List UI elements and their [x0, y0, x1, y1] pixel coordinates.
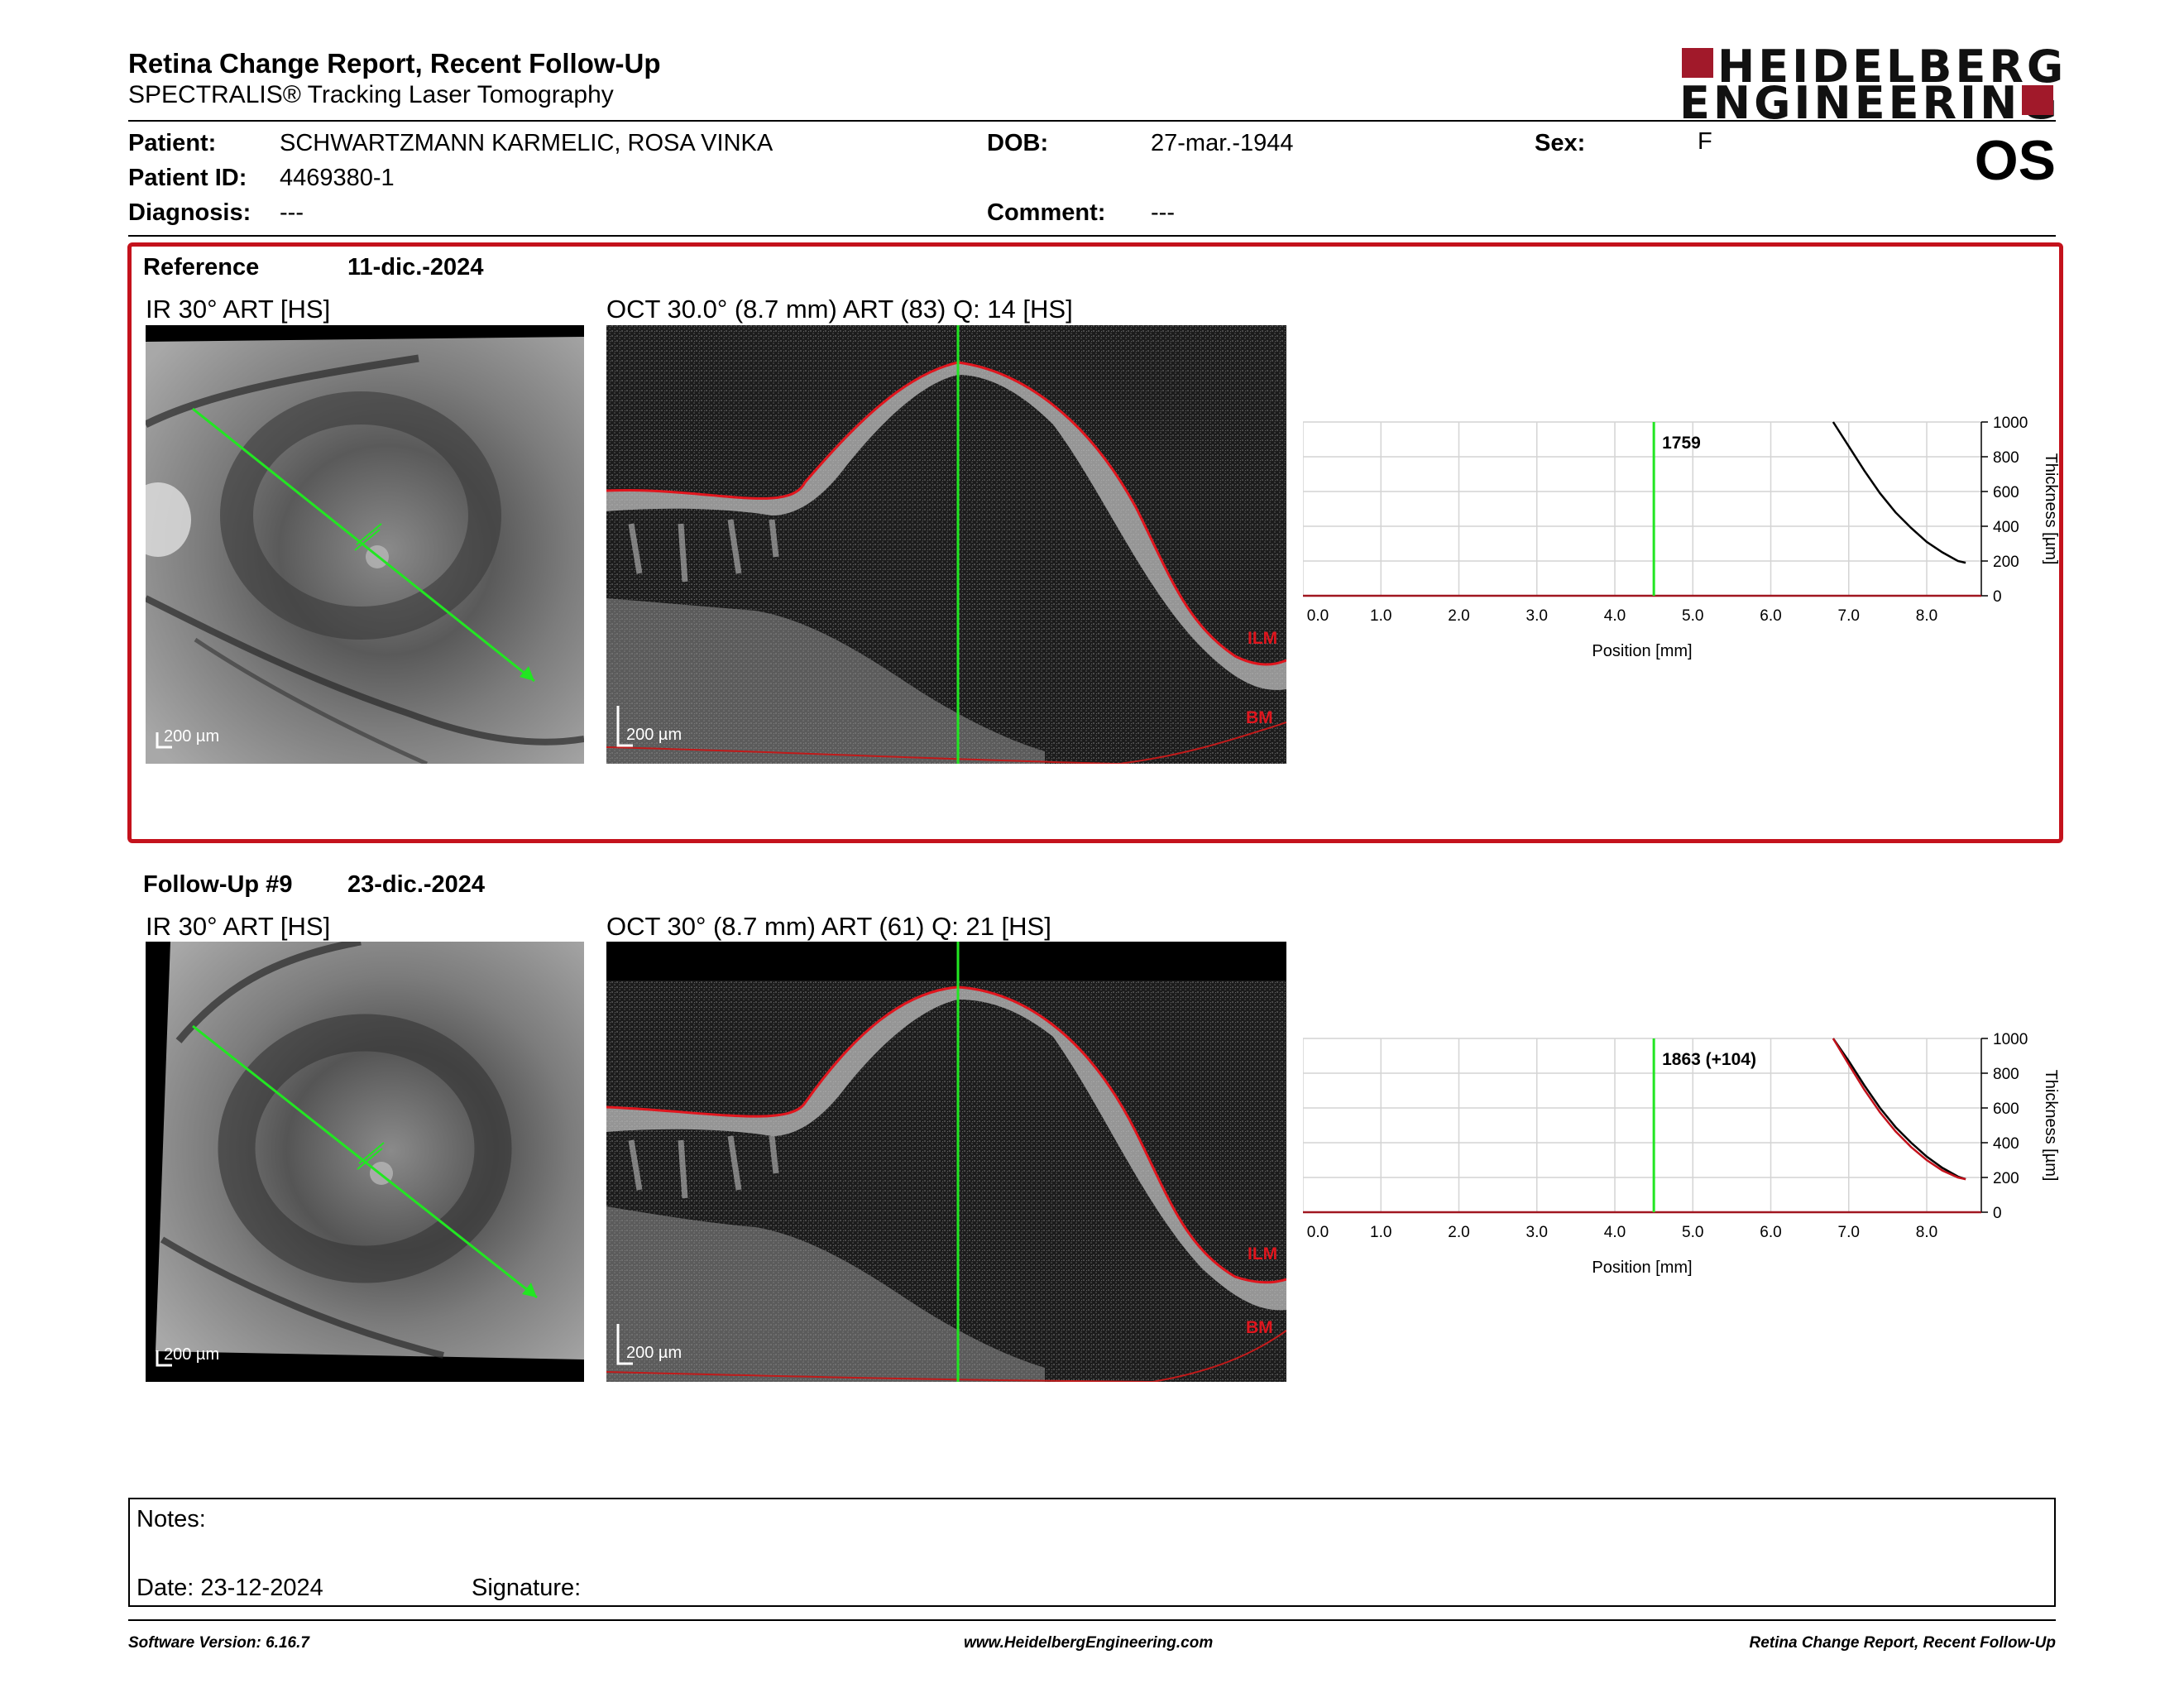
followup-ilm-label: ILM [1248, 1244, 1278, 1264]
x-tick-label: 1.0 [1370, 1224, 1391, 1241]
reference-label: Reference [143, 254, 260, 281]
followup-bm-label: BM [1246, 1318, 1273, 1337]
followup-oct-scale: 200 µm [626, 1344, 682, 1362]
followup-ir-scale: 200 µm [164, 1345, 220, 1364]
cursor-value-label: 1863 (+104) [1662, 1050, 1756, 1069]
x-tick-label: 3.0 [1526, 607, 1548, 625]
y-tick-label: 0 [1993, 1205, 2002, 1222]
comment-value: --- [1151, 199, 1175, 226]
notes-label: Notes: [136, 1506, 206, 1532]
notes-date: Date: 23-12-2024 [136, 1575, 323, 1601]
logo-text-line2: ENGINEERING [1679, 77, 2061, 129]
x-tick-label: 1.0 [1370, 607, 1391, 625]
sex-value: F [1698, 128, 1712, 155]
report-subtitle: SPECTRALIS® Tracking Laser Tomography [128, 81, 614, 108]
eye-laterality: OS [1974, 129, 2056, 192]
footer-divider [128, 1619, 2056, 1621]
y-tick-label: 200 [1993, 554, 2019, 571]
y-axis-title: Thickness [µm] [2042, 1070, 2060, 1182]
followup-oct-title: OCT 30° (8.7 mm) ART (61) Q: 21 [HS] [606, 912, 1051, 941]
x-axis-title: Position [mm] [1592, 1259, 1692, 1277]
y-tick-label: 400 [1993, 1135, 2019, 1153]
patient-label: Patient: [128, 130, 217, 156]
y-tick-label: 400 [1993, 519, 2019, 536]
patient-id-label: Patient ID: [128, 165, 247, 191]
x-tick-label: 5.0 [1682, 1224, 1703, 1241]
footer-website[interactable]: www.HeidelbergEngineering.com [964, 1634, 1214, 1652]
cursor-value-label: 1759 [1662, 434, 1701, 453]
reference-oct-title: OCT 30.0° (8.7 mm) ART (83) Q: 14 [HS] [606, 295, 1073, 324]
reference-ilm-label: ILM [1248, 629, 1278, 648]
header-divider [128, 120, 2056, 122]
thickness-series-line [1832, 1038, 1966, 1181]
thickness-series-line [1832, 421, 1966, 564]
x-tick-label: 7.0 [1838, 1224, 1860, 1241]
dob-label: DOB: [987, 130, 1049, 156]
x-tick-label: 6.0 [1760, 1224, 1781, 1241]
notes-box[interactable]: Notes: Date: 23-12-2024 Signature: [128, 1498, 2056, 1607]
x-tick-label: 2.0 [1448, 607, 1469, 625]
x-tick-label: 7.0 [1838, 607, 1860, 625]
x-tick-label: 8.0 [1916, 1224, 1937, 1241]
x-tick-label: 2.0 [1448, 1224, 1469, 1241]
x-tick-label: 8.0 [1916, 607, 1937, 625]
x-tick-label: 4.0 [1604, 607, 1626, 625]
patient-id-value: 4469380-1 [280, 165, 395, 191]
reference-ir-scale: 200 µm [164, 727, 220, 746]
patient-divider [128, 235, 2056, 237]
dob-value: 27-mar.-1944 [1151, 130, 1294, 156]
sex-label: Sex: [1535, 130, 1586, 156]
reference-ir-image: 200 µm [146, 325, 584, 764]
y-tick-label: 800 [1993, 449, 2019, 467]
diagnosis-value: --- [280, 199, 304, 226]
reference-date: 11-dic.-2024 [347, 254, 484, 281]
x-tick-label: 0.0 [1307, 607, 1329, 625]
followup-ir-image: 200 µm [146, 942, 584, 1382]
reference-thickness-chart: 0.0 1.0 2.0 3.0 4.0 5.0 6.0 7.0 8.0 0 200 400 600 800… [1303, 415, 2060, 660]
x-tick-label: 0.0 [1307, 1224, 1329, 1241]
reference-oct-image: ILM BM 200 µm [606, 325, 1286, 764]
logo-square-top [1682, 48, 1713, 78]
y-axis-title: Thickness [µm] [2042, 453, 2060, 565]
y-tick-label: 0 [1993, 588, 2002, 606]
x-tick-label: 5.0 [1682, 607, 1703, 625]
followup-date: 23-dic.-2024 [347, 871, 486, 898]
y-tick-label: 600 [1993, 484, 2019, 501]
y-tick-label: 800 [1993, 1066, 2019, 1083]
y-tick-label: 1000 [1993, 1031, 2028, 1048]
x-tick-label: 3.0 [1526, 1224, 1548, 1241]
patient-name: SCHWARTZMANN KARMELIC, ROSA VINKA [280, 130, 774, 156]
x-tick-label: 4.0 [1604, 1224, 1626, 1241]
diagnosis-label: Diagnosis: [128, 199, 251, 226]
logo-square-bottom [2022, 85, 2053, 115]
followup-ir-title: IR 30° ART [HS] [146, 912, 331, 941]
signature-label: Signature: [472, 1575, 582, 1601]
logo-text-line1: HEIDELBERG [1717, 41, 2067, 93]
footer-version: Software Version: 6.16.7 [128, 1634, 309, 1652]
x-tick-label: 6.0 [1760, 607, 1781, 625]
report-title: Retina Change Report, Recent Follow-Up [128, 48, 661, 79]
y-tick-label: 600 [1993, 1101, 2019, 1118]
reference-oct-scale: 200 µm [626, 726, 682, 744]
y-tick-label: 1000 [1993, 415, 2028, 432]
comment-label: Comment: [987, 199, 1106, 226]
footer-report-name: Retina Change Report, Recent Follow-Up [1749, 1634, 2056, 1652]
reference-ir-title: IR 30° ART [HS] [146, 295, 331, 324]
thickness-series-line [1832, 1038, 1966, 1181]
reference-highlight-box [127, 242, 2063, 843]
reference-bm-label: BM [1246, 708, 1273, 727]
followup-thickness-chart: 0.0 1.0 2.0 3.0 4.0 5.0 6.0 7.0 8.0 0 200 400 600 800… [1303, 1031, 2060, 1277]
followup-label: Follow-Up #9 [143, 871, 293, 898]
y-tick-label: 200 [1993, 1170, 2019, 1187]
followup-oct-image: ILM BM 200 µm [606, 942, 1286, 1382]
x-axis-title: Position [mm] [1592, 642, 1692, 660]
